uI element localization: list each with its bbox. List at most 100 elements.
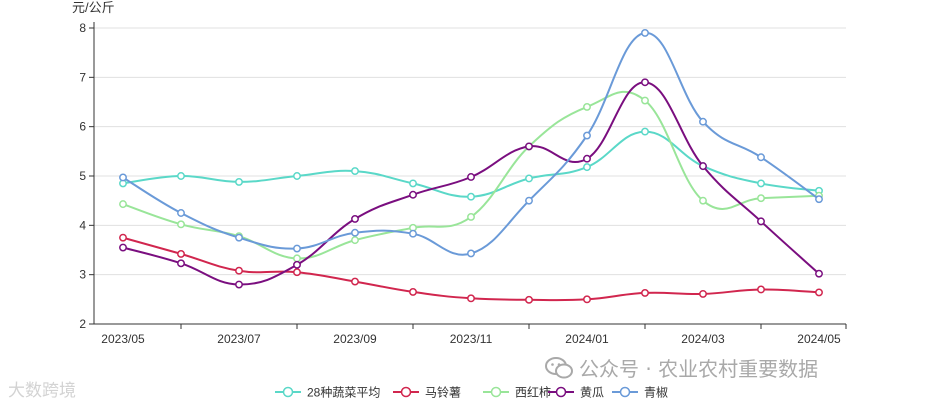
legend-item[interactable]: 马铃薯 <box>393 385 461 400</box>
data-point[interactable] <box>525 196 533 205</box>
x-tick-label: 2023/05 <box>101 332 145 346</box>
data-point[interactable] <box>699 289 707 298</box>
data-point[interactable] <box>467 173 475 181</box>
data-point[interactable] <box>351 167 359 176</box>
data-point[interactable] <box>699 162 707 171</box>
data-point[interactable] <box>119 233 127 242</box>
data-point[interactable] <box>583 102 591 111</box>
data-point[interactable] <box>293 172 301 180</box>
data-point[interactable] <box>177 249 185 258</box>
data-point[interactable] <box>293 260 301 269</box>
data-point[interactable] <box>235 280 243 289</box>
wechat-icon <box>545 356 573 379</box>
watermark-left: 大数跨境 <box>8 376 76 401</box>
legend-item[interactable]: 黄瓜 <box>548 386 604 400</box>
series-0 <box>119 127 823 201</box>
series-1 <box>119 233 823 304</box>
legend-label: 黄瓜 <box>580 386 604 400</box>
data-point[interactable] <box>641 78 649 87</box>
data-point[interactable] <box>525 142 533 151</box>
data-point[interactable] <box>583 131 591 140</box>
data-point[interactable] <box>235 177 243 186</box>
data-point[interactable] <box>757 285 765 294</box>
series-line <box>122 130 820 198</box>
y-tick-label: 7 <box>79 70 86 84</box>
x-tick-label: 2023/07 <box>217 332 261 346</box>
watermark-left-text: 大数跨境 <box>8 381 76 401</box>
legend-item[interactable]: 28种蔬菜平均 <box>275 386 380 400</box>
y-tick-label: 5 <box>79 169 86 183</box>
data-point[interactable] <box>409 287 417 296</box>
y-tick-label: 8 <box>79 21 86 35</box>
legend[interactable]: 28种蔬菜平均 马铃薯 西红柿 黄瓜 青椒 <box>275 385 668 400</box>
x-tick-label: 2023/09 <box>333 332 377 346</box>
legend-marker <box>619 386 631 398</box>
data-point[interactable] <box>351 214 359 223</box>
legend-label: 西红柿 <box>515 385 551 400</box>
x-tick-label: 2024/01 <box>565 332 609 346</box>
data-point[interactable] <box>119 200 127 209</box>
y-tick-label: 6 <box>79 120 86 134</box>
data-point[interactable] <box>641 96 649 105</box>
series-3 <box>119 78 823 289</box>
data-point[interactable] <box>119 173 127 182</box>
data-point[interactable] <box>815 288 823 297</box>
x-axis: 2023/05 2023/07 2023/09 2023/11 2024/01 2024/… <box>94 323 847 346</box>
legend-marker <box>555 386 567 398</box>
data-point[interactable] <box>641 127 649 136</box>
data-point[interactable] <box>525 295 533 304</box>
data-point[interactable] <box>757 153 765 162</box>
legend-item[interactable]: 青椒 <box>612 386 668 400</box>
data-point[interactable] <box>409 229 417 238</box>
data-point[interactable] <box>583 163 591 172</box>
data-point[interactable] <box>177 259 185 268</box>
legend-label: 青椒 <box>644 386 668 400</box>
x-tick-label: 2024/03 <box>681 332 725 346</box>
data-point[interactable] <box>583 154 591 163</box>
data-point[interactable] <box>235 266 243 275</box>
data-point[interactable] <box>293 244 301 253</box>
y-tick-label: 2 <box>79 317 86 331</box>
y-axis-label: 元/公斤 <box>72 0 115 15</box>
data-point[interactable] <box>699 117 707 126</box>
series-group <box>119 28 823 304</box>
legend-marker <box>490 386 502 398</box>
legend-item[interactable]: 西红柿 <box>483 385 551 400</box>
data-point[interactable] <box>177 220 185 229</box>
y-axis: 2 3 4 5 6 7 8 <box>79 21 95 331</box>
data-point[interactable] <box>177 209 185 217</box>
data-point[interactable] <box>293 254 301 263</box>
grid-lines <box>94 27 846 276</box>
data-point[interactable] <box>351 277 359 286</box>
data-point[interactable] <box>815 269 823 278</box>
data-point[interactable] <box>351 236 359 245</box>
y-tick-label: 3 <box>79 268 86 282</box>
y-tick-label: 4 <box>79 218 86 232</box>
data-point[interactable] <box>757 179 765 188</box>
data-point[interactable] <box>467 212 475 221</box>
data-point[interactable] <box>351 228 359 237</box>
x-tick-label: 2024/05 <box>797 332 841 346</box>
data-point[interactable] <box>757 217 765 226</box>
data-point[interactable] <box>641 28 649 37</box>
data-point[interactable] <box>467 249 475 258</box>
data-point[interactable] <box>177 172 185 180</box>
data-point[interactable] <box>467 294 475 303</box>
legend-marker <box>282 386 294 398</box>
data-point[interactable] <box>293 268 301 277</box>
data-point[interactable] <box>409 179 417 188</box>
data-point[interactable] <box>409 190 417 199</box>
data-point[interactable] <box>525 174 533 183</box>
data-point[interactable] <box>699 196 707 205</box>
legend-label: 马铃薯 <box>425 385 461 400</box>
series-4 <box>119 28 823 258</box>
data-point[interactable] <box>757 194 765 203</box>
data-point[interactable] <box>235 233 243 242</box>
data-point[interactable] <box>815 195 823 204</box>
data-point[interactable] <box>641 288 649 297</box>
legend-marker <box>400 386 412 398</box>
data-point[interactable] <box>119 243 127 252</box>
data-point[interactable] <box>583 295 591 304</box>
data-point[interactable] <box>467 192 475 201</box>
